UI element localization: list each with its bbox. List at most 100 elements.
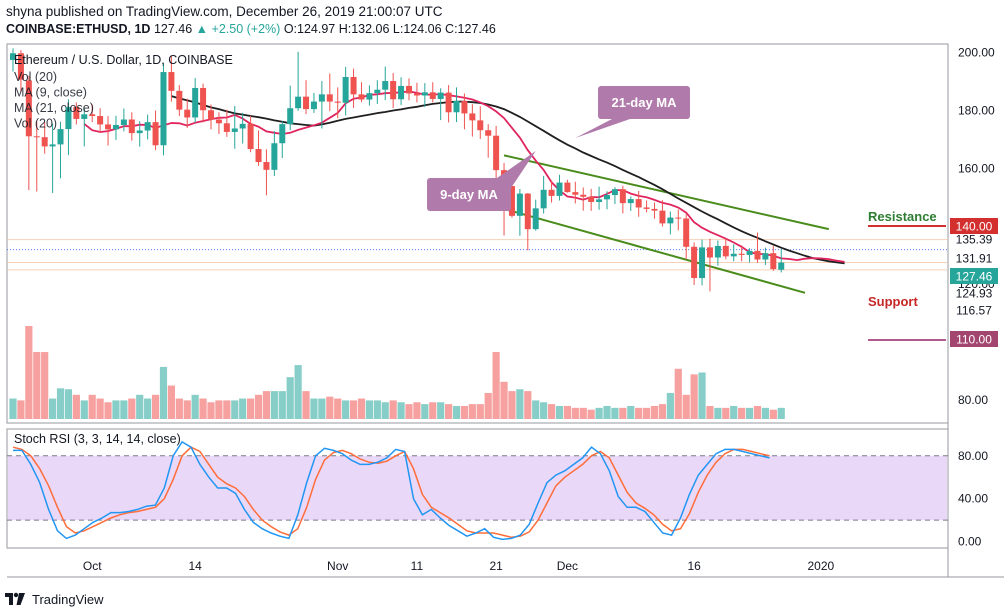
volume-bar: [682, 394, 690, 419]
volume-bar: [571, 407, 579, 419]
price-axis-label: 116.57: [956, 304, 992, 318]
volume-bar: [88, 394, 96, 419]
volume-bar: [334, 398, 342, 419]
candle-body: [746, 250, 753, 255]
rsi-pane-title: Stoch RSI (3, 3, 14, 14, close): [14, 432, 181, 446]
volume-bar: [611, 407, 619, 419]
volume-bar: [658, 404, 667, 419]
volume-bar: [753, 405, 762, 419]
candle-body: [128, 119, 135, 134]
candle-body: [160, 72, 167, 146]
candle-body: [239, 123, 246, 129]
candle-body: [350, 76, 357, 95]
candle-body: [176, 90, 183, 110]
volume-bar: [302, 391, 310, 419]
candle-body: [691, 246, 698, 279]
volume-bar: [730, 405, 738, 419]
volume-bar: [270, 391, 278, 419]
candle-body: [485, 130, 492, 136]
candle-body: [192, 87, 199, 118]
candle-body: [184, 109, 191, 118]
volume-bar: [769, 409, 777, 419]
volume-bar: [33, 352, 41, 419]
candle-body: [105, 124, 112, 130]
volume-bar: [175, 398, 183, 419]
candle-body: [437, 92, 444, 99]
up-arrow-icon: ▲: [195, 22, 209, 36]
candle-body: [706, 247, 713, 258]
candle-body: [279, 124, 286, 144]
volume-bar: [9, 398, 17, 419]
candle-body: [675, 217, 682, 219]
volume-bar: [215, 400, 223, 419]
candle-body: [25, 80, 32, 137]
candle-body: [382, 81, 389, 90]
volume-bar: [41, 352, 49, 419]
candle-body: [461, 100, 468, 114]
price-pane-title: Ethereum / U.S. Dollar, 1D, COINBASE: [14, 53, 233, 67]
candle-body: [271, 143, 278, 170]
candle-body: [231, 128, 238, 132]
volume-bar: [128, 398, 136, 419]
volume-bar: [199, 398, 207, 419]
candle-body: [57, 129, 64, 145]
candle-body: [255, 149, 262, 163]
volume-bar: [72, 394, 80, 419]
callout-pointer: [575, 119, 630, 139]
volume-bar: [445, 404, 453, 419]
candle-body: [358, 94, 365, 100]
volume-bar: [714, 407, 722, 419]
candle-body: [667, 217, 674, 224]
candle-body: [635, 199, 642, 208]
legend-entry: MA (21, close): [14, 101, 94, 115]
volume-bar: [540, 402, 548, 419]
volume-bar: [563, 405, 571, 419]
volume-bar: [49, 398, 57, 419]
footer-brand: TradingView: [32, 591, 104, 607]
candle-body: [572, 192, 579, 195]
candle-body: [49, 144, 56, 147]
candle-body: [643, 207, 650, 209]
price-axis-label: 124.93: [956, 287, 993, 301]
level-price-label: 110.00: [956, 333, 992, 347]
volume-bar: [643, 407, 651, 419]
volume-bar: [183, 400, 191, 419]
candle-body: [770, 253, 777, 270]
channel-line: [503, 207, 806, 294]
candle-body: [390, 81, 397, 100]
candle-body: [318, 94, 325, 102]
volume-bar: [56, 388, 65, 419]
candle-body: [453, 100, 460, 113]
candle-body: [540, 189, 547, 209]
level-price-box: [950, 331, 998, 347]
volume-bar: [650, 405, 659, 419]
legend-entry: Vol (20): [14, 70, 57, 84]
candle-body: [762, 253, 769, 260]
volume-bar: [17, 400, 25, 419]
x-tick-label: Oct: [83, 559, 102, 573]
volume-bar: [547, 404, 556, 419]
candle-body: [564, 182, 571, 193]
volume-bar: [120, 400, 128, 419]
candle-body: [310, 101, 317, 110]
volume-bar: [595, 407, 603, 419]
candle-body: [326, 94, 333, 102]
candle-body: [738, 253, 745, 255]
candle-body: [215, 119, 222, 124]
volume-bar: [96, 398, 104, 419]
volume-bar: [373, 400, 381, 419]
candle-body: [730, 253, 737, 257]
candle-body: [754, 250, 761, 260]
volume-bar: [239, 398, 247, 419]
volume-bar: [761, 407, 769, 419]
x-tick-label: 21: [489, 559, 503, 573]
price-axis-label: 131.91: [956, 252, 993, 266]
candle-body: [699, 247, 706, 279]
candle-body: [73, 107, 80, 119]
volume-bar: [524, 391, 532, 419]
candle-body: [136, 130, 143, 134]
candle-body: [247, 123, 254, 150]
candle-body: [398, 85, 405, 100]
rsi-d-line: [12, 446, 770, 539]
